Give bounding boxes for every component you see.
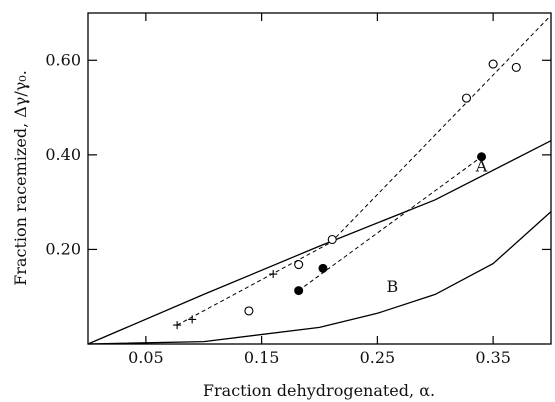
curve-a bbox=[87, 140, 552, 345]
axis-ticks bbox=[88, 13, 551, 344]
open-circle-point bbox=[294, 260, 304, 270]
open-circle-point bbox=[461, 93, 472, 103]
x-tick-label: 0.15 bbox=[244, 348, 280, 367]
fit-line-2 bbox=[298, 156, 482, 291]
open-circle-point bbox=[511, 62, 521, 72]
fit-line-1 bbox=[330, 17, 550, 243]
plus-point bbox=[188, 315, 197, 324]
x-tick-label: 0.05 bbox=[128, 348, 164, 367]
x-axis-title: Fraction dehydrogenated, α. bbox=[203, 381, 435, 400]
tick-labels: 0.05 0.15 0.25 0.35 0.20 0.40 0.60 bbox=[45, 50, 511, 367]
fit-line-3 bbox=[176, 241, 332, 326]
data-points bbox=[173, 59, 521, 330]
y-tick-label: 0.20 bbox=[45, 239, 81, 258]
x-tick-label: 0.25 bbox=[360, 348, 396, 367]
plot-frame bbox=[87, 12, 552, 345]
y-tick-label: 0.60 bbox=[45, 50, 81, 69]
filled-circle-point bbox=[294, 286, 304, 296]
y-axis-title: Fraction racemized, Δγ/γ₀. bbox=[11, 70, 30, 286]
x-tick-label: 0.35 bbox=[475, 348, 511, 367]
plus-point bbox=[269, 270, 278, 279]
filled-circle-point bbox=[318, 263, 328, 273]
open-circle-point bbox=[488, 59, 498, 69]
y-tick-label: 0.40 bbox=[45, 145, 81, 164]
filled-circle-point bbox=[477, 152, 487, 162]
curve-b bbox=[87, 211, 552, 345]
theory-curves bbox=[87, 140, 552, 345]
curve-label-a: A bbox=[475, 156, 488, 175]
plus-point bbox=[173, 321, 182, 330]
curve-label-b: B bbox=[387, 277, 399, 296]
curve-labels: AB bbox=[387, 156, 488, 296]
open-circle-point bbox=[327, 234, 337, 245]
fit-lines bbox=[176, 17, 550, 326]
open-circle-point bbox=[244, 306, 254, 316]
